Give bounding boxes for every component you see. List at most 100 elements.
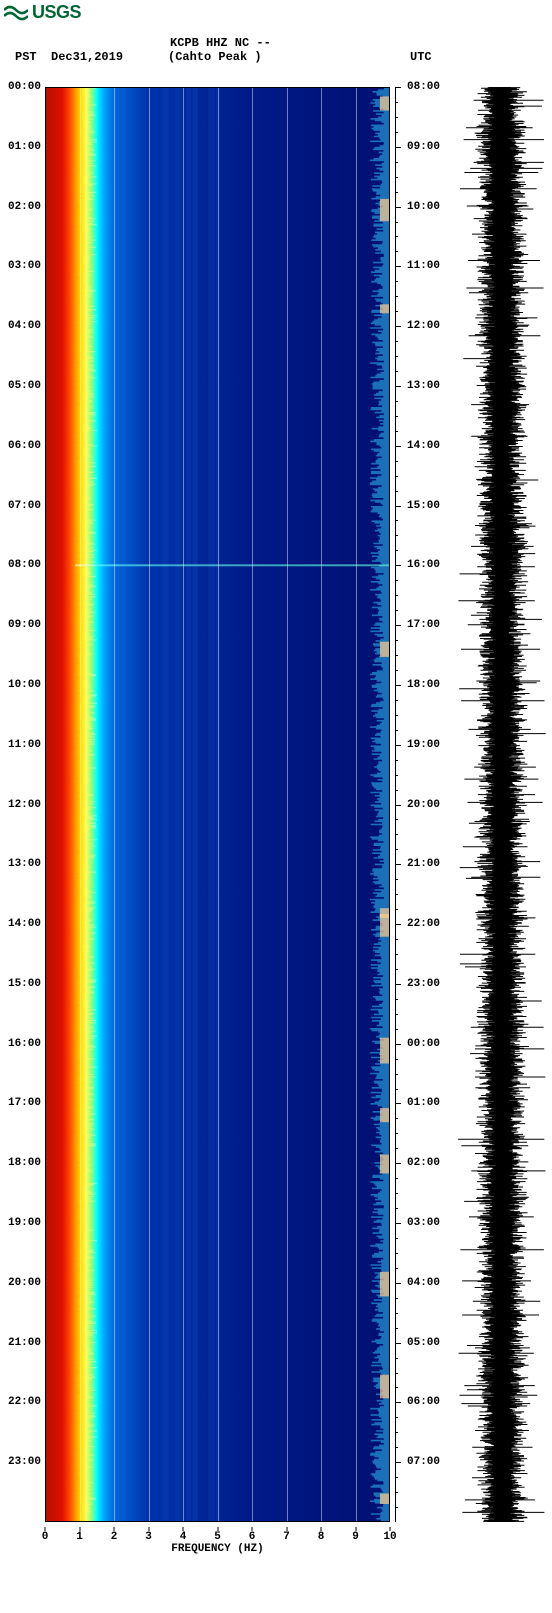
utc-tickmark [395,506,401,507]
utc-minor-tick [395,341,398,342]
utc-minor-tick [395,715,398,716]
freq-gridline [252,87,253,1522]
pst-time-axis: 00:0001:0002:0003:0004:0005:0006:0007:00… [0,87,43,1522]
freq-gridline [356,87,357,1522]
utc-minor-tick [395,356,398,357]
utc-minor-tick [395,1507,398,1508]
pst-hour-label: 13:00 [8,858,41,870]
utc-minor-tick [395,192,398,193]
utc-tickmark [395,1044,401,1045]
utc-minor-tick [395,954,398,955]
utc-tickmark [395,1223,401,1224]
utc-tickmark [395,924,401,925]
pst-hour-label: 08:00 [8,559,41,571]
utc-minor-tick [395,640,398,641]
freq-gridline [287,87,288,1522]
utc-hour-label: 19:00 [407,739,440,751]
utc-minor-tick [395,461,398,462]
pst-hour-label: 00:00 [8,81,41,93]
utc-minor-tick [395,416,398,417]
pst-hour-label: 17:00 [8,1097,41,1109]
utc-tickmark [395,326,401,327]
utc-tickmark [395,565,401,566]
header-left: PST Dec31,2019 [15,50,123,64]
utc-tickmark [395,745,401,746]
utc-minor-tick [395,177,398,178]
utc-tickmark [395,805,401,806]
frequency-axis-label: FREQUENCY (HZ) [171,1543,263,1555]
utc-minor-tick [395,371,398,372]
utc-minor-tick [395,431,398,432]
pst-hour-label: 10:00 [8,679,41,691]
x-tick-label: 3 [145,1531,152,1543]
waveform-trace [458,87,546,1522]
utc-minor-tick [395,401,398,402]
utc-tickmark [395,207,401,208]
freq-gridline [114,87,115,1522]
pst-hour-label: 15:00 [8,978,41,990]
x-tick-label: 2 [111,1531,118,1543]
pst-hour-label: 16:00 [8,1038,41,1050]
utc-minor-tick [395,491,398,492]
utc-hour-label: 10:00 [407,201,440,213]
utc-hour-label: 04:00 [407,1277,440,1289]
utc-hour-label: 06:00 [407,1396,440,1408]
utc-hour-label: 12:00 [407,320,440,332]
utc-minor-tick [395,1492,398,1493]
utc-minor-tick [395,655,398,656]
date-label: Dec31,2019 [51,50,123,64]
utc-minor-tick [395,939,398,940]
x-tick-label: 1 [76,1531,83,1543]
utc-tickmark [395,1103,401,1104]
utc-minor-tick [395,730,398,731]
utc-hour-label: 05:00 [407,1337,440,1349]
tz-left-label: PST [15,50,37,64]
pst-hour-label: 14:00 [8,918,41,930]
x-tick-label: 6 [249,1531,256,1543]
pst-hour-label: 01:00 [8,141,41,153]
utc-minor-tick [395,1253,398,1254]
pst-hour-label: 18:00 [8,1157,41,1169]
pst-hour-label: 02:00 [8,201,41,213]
x-tick-label: 7 [283,1531,290,1543]
utc-hour-label: 22:00 [407,918,440,930]
utc-minor-tick [395,1387,398,1388]
utc-minor-tick [395,1193,398,1194]
x-tick-label: 4 [180,1531,187,1543]
utc-hour-label: 13:00 [407,380,440,392]
utc-tickmark [395,685,401,686]
pst-hour-label: 23:00 [8,1456,41,1468]
usgs-logo: USGS [4,2,81,23]
utc-hour-label: 20:00 [407,799,440,811]
utc-minor-tick [395,550,398,551]
utc-minor-tick [395,222,398,223]
utc-minor-tick [395,775,398,776]
utc-minor-tick [395,1358,398,1359]
utc-minor-tick [395,595,398,596]
utc-minor-tick [395,281,398,282]
utc-hour-label: 14:00 [407,440,440,452]
utc-tickmark [395,984,401,985]
utc-tickmark [395,147,401,148]
pst-hour-label: 12:00 [8,799,41,811]
utc-minor-tick [395,790,398,791]
frequency-axis: FREQUENCY (HZ) 012345678910 [45,1527,390,1557]
utc-minor-tick [395,1447,398,1448]
usgs-wave-icon [4,4,28,22]
utc-minor-tick [395,1178,398,1179]
utc-minor-tick [395,1298,398,1299]
utc-minor-tick [395,879,398,880]
usgs-logo-text: USGS [32,2,81,23]
spectrogram-plot [45,87,390,1522]
utc-tickmark [395,864,401,865]
utc-minor-tick [395,1268,398,1269]
utc-minor-tick [395,1313,398,1314]
x-tick-label: 5 [214,1531,221,1543]
utc-minor-tick [395,969,398,970]
freq-gridline [321,87,322,1522]
station-location: (Cahto Peak ) [168,50,262,64]
utc-minor-tick [395,476,398,477]
utc-minor-tick [395,760,398,761]
utc-minor-tick [395,1432,398,1433]
utc-minor-tick [395,1373,398,1374]
